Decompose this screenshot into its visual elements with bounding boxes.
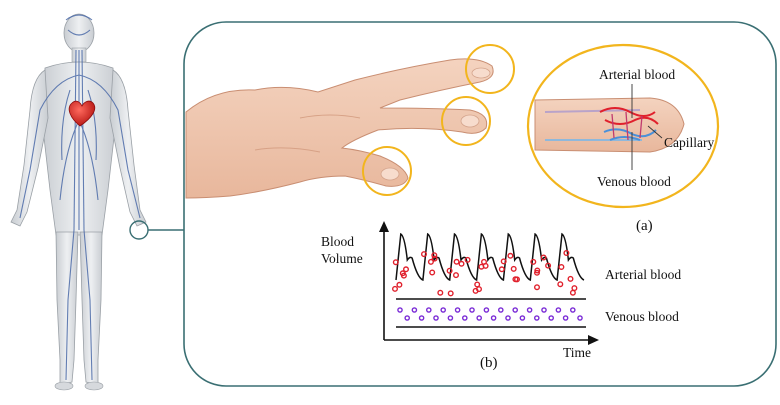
venous-dot [490, 315, 497, 321]
fingertip-circle-middle [441, 96, 491, 146]
panel-a-venous-label: Venous blood [597, 174, 671, 189]
panel-a-caption: (a) [636, 218, 653, 234]
y-axis-arrow [379, 221, 389, 232]
heart-icon [68, 100, 96, 127]
venous-dot [541, 307, 547, 313]
panel-a-capillary-label: Capillary [664, 135, 715, 150]
arterial-dot [534, 284, 541, 291]
arterial-dot [563, 249, 570, 256]
arterial-dot [396, 281, 403, 288]
arterial-dot [558, 264, 565, 271]
venous-dot [548, 315, 555, 321]
ppg-chart [379, 221, 599, 345]
arterial-dot [431, 255, 438, 262]
panel-b-caption: (b) [480, 355, 498, 371]
pulse-waveform [395, 232, 585, 282]
arterial-dot [403, 266, 410, 273]
fingertip-circle-ring [362, 146, 412, 196]
x-axis-label: Time [563, 345, 592, 360]
venous-dot [440, 307, 447, 313]
arterial-dot [510, 265, 517, 272]
hand-illustration [185, 58, 494, 199]
venous-dot [418, 315, 425, 321]
arterial-dots [392, 249, 578, 297]
arterial-dot [500, 258, 507, 265]
arterial-dot [476, 286, 483, 293]
y-axis-label-line2: Volume [321, 251, 363, 266]
venous-dot [433, 315, 439, 321]
arterial-dot [530, 258, 537, 265]
venous-dot [469, 307, 475, 313]
venous-dot [476, 315, 483, 321]
arterial-dot [458, 260, 465, 267]
arterial-band-label: Arterial blood [605, 267, 682, 282]
venous-dot [411, 307, 418, 313]
venous-dot [461, 315, 468, 321]
venous-dots [397, 307, 583, 321]
venous-dot [512, 307, 519, 313]
arterial-dot [498, 266, 505, 273]
venous-dot [577, 315, 583, 321]
venous-dot [570, 307, 576, 313]
venous-dot [519, 315, 526, 321]
vessel-network [19, 14, 141, 381]
arterial-dot [464, 256, 471, 263]
arterial-dot [453, 258, 460, 265]
arterial-dot [512, 276, 519, 283]
arterial-dot [507, 252, 514, 259]
arterial-dot [429, 269, 436, 276]
arterial-dot [534, 267, 541, 274]
venous-dot [505, 315, 511, 321]
arterial-dot [431, 252, 438, 259]
arterial-dot [481, 258, 488, 265]
venous-dot [534, 315, 540, 321]
venous-band-label: Venous blood [605, 309, 679, 324]
venous-dot [483, 307, 490, 313]
venous-dot [526, 307, 533, 313]
arterial-dot [427, 258, 434, 265]
venous-dot [425, 307, 432, 313]
venous-dot [562, 315, 569, 321]
arterial-dot [437, 289, 444, 296]
x-axis-arrow [588, 335, 599, 345]
arterial-dot [557, 281, 564, 288]
venous-dot [454, 307, 461, 313]
arterial-dot [540, 254, 547, 261]
venous-dot [404, 315, 411, 321]
arterial-dot [447, 290, 454, 297]
arterial-dot [392, 259, 399, 266]
panel-a-arterial-label: Arterial blood [599, 67, 676, 82]
arterial-dot [478, 263, 485, 270]
arterial-dot [567, 275, 574, 282]
fingertip-closeup [534, 84, 685, 170]
arterial-dot [392, 285, 399, 292]
venous-dot [555, 307, 562, 313]
arterial-dot [571, 285, 578, 292]
venous-dot [497, 307, 504, 313]
human-body-illustration [10, 13, 147, 391]
arterial-dot [453, 272, 460, 279]
arterial-dot [534, 269, 541, 276]
venous-dot [447, 315, 454, 321]
arterial-dot [399, 270, 406, 277]
arterial-dot [421, 251, 428, 258]
y-axis-label-line1: Blood [321, 234, 355, 249]
arterial-dot [545, 262, 552, 269]
fingertip-circle-index [465, 44, 515, 94]
arterial-dot [446, 267, 453, 274]
venous-dot [397, 307, 403, 313]
